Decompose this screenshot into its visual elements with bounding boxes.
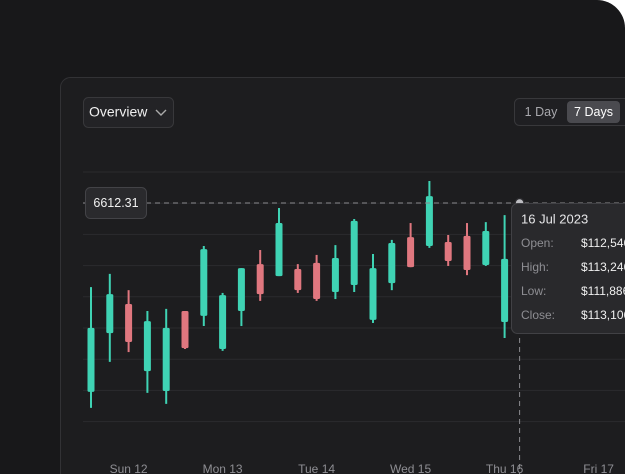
- candle-body: [125, 303, 133, 342]
- candle-body: [407, 237, 415, 268]
- candle-body: [256, 264, 264, 295]
- candle-body: [87, 327, 95, 392]
- view-dropdown[interactable]: [83, 97, 174, 128]
- tooltip-row-value: $113,246: [581, 260, 625, 274]
- candle-body: [181, 311, 189, 349]
- candle-body: [388, 242, 396, 284]
- candle-body: [200, 249, 208, 316]
- dropdown-chevron: [155, 109, 167, 116]
- range-label[interactable]: 1 Day: [525, 105, 558, 119]
- x-tick-label: Mon 13: [203, 462, 243, 474]
- tooltip-row-label: High:: [521, 260, 549, 274]
- candle-body: [463, 235, 471, 270]
- candle-body: [237, 268, 245, 312]
- candle-body: [294, 269, 302, 291]
- x-tick-label: Sun 12: [110, 462, 148, 474]
- candle-body: [482, 231, 490, 266]
- candle-body: [501, 258, 509, 323]
- tooltip-row-value: $111,886: [581, 284, 625, 298]
- tooltip-date: 16 Jul 2023: [521, 211, 588, 226]
- panel: [60, 77, 625, 474]
- candle-body: [143, 321, 151, 372]
- tooltip-row-value: $113,106: [581, 308, 625, 322]
- x-tick-label: Thu 16: [486, 462, 524, 474]
- candle-body: [331, 257, 339, 293]
- x-tick-label: Tue 14: [298, 462, 335, 474]
- tooltip-row-label: Close:: [521, 308, 555, 322]
- x-tick-label: Wed 15: [390, 462, 431, 474]
- candle-body: [219, 295, 227, 350]
- view-label: Overview: [89, 104, 148, 120]
- candle-body: [313, 262, 321, 300]
- candle-body: [106, 294, 114, 334]
- crosshair-label-box: [85, 187, 147, 220]
- x-tick-label: Fri 17: [583, 462, 614, 474]
- tooltip-row-value: $112,546: [581, 236, 625, 250]
- tooltip-row-label: Open:: [521, 236, 554, 250]
- candle-body: [444, 242, 452, 262]
- tooltip-row-label: Low:: [521, 284, 546, 298]
- crosshair-label: 6612.31: [93, 196, 138, 210]
- candle-body: [275, 223, 283, 277]
- candle-body: [350, 220, 358, 285]
- candle-body: [162, 327, 170, 392]
- tooltip-box: [511, 203, 625, 334]
- candle-body: [369, 268, 377, 320]
- candle-body: [425, 196, 433, 247]
- range-label: 7 Days: [574, 105, 613, 119]
- range-button-active[interactable]: [567, 101, 620, 123]
